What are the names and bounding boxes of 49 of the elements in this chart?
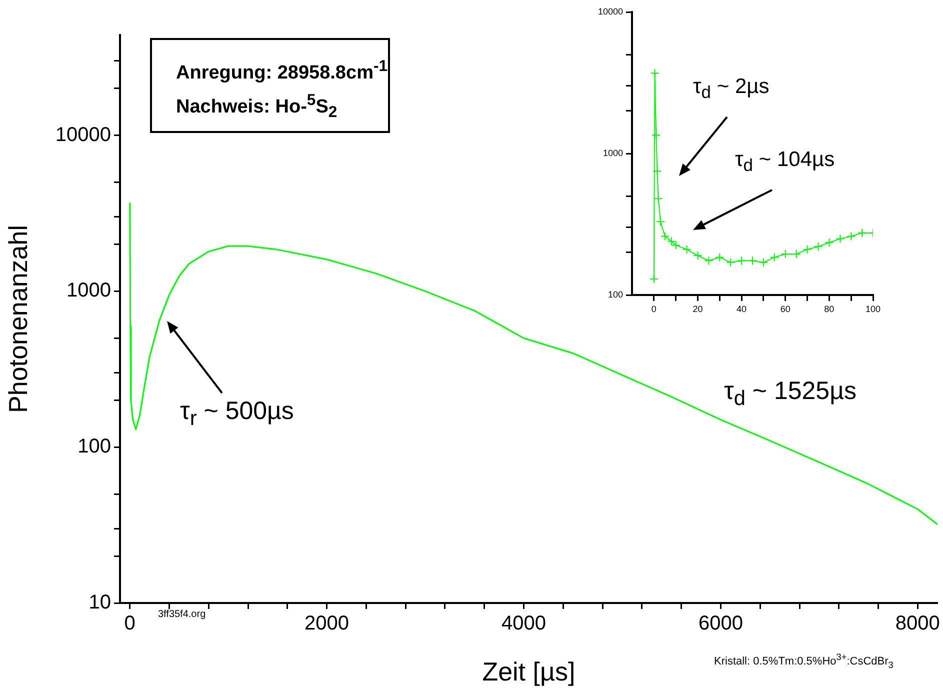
point [649, 274, 658, 284]
x-tick-label: 80 [824, 304, 834, 314]
point [737, 256, 746, 266]
point [682, 244, 692, 254]
y-tick-label: 1000 [66, 280, 111, 302]
point [726, 258, 736, 267]
point [652, 130, 661, 140]
point [824, 238, 834, 247]
point [693, 251, 702, 260]
x-tick-label: 0 [124, 612, 136, 635]
y-tick-label: 100 [78, 436, 111, 458]
x-tick-label: 0 [651, 304, 656, 314]
y-tick-label: 10 [88, 592, 111, 614]
y-tick-label: 1000 [602, 148, 623, 158]
point [656, 217, 665, 226]
x-tick-label: 6000 [698, 612, 743, 635]
point [715, 252, 724, 262]
y-tick-label: 100 [608, 289, 623, 300]
annotation: τ$_{d}$ ~ 2µs [693, 75, 770, 102]
x-tick-label: 40 [736, 304, 747, 314]
x-tick-label: 60 [780, 304, 790, 314]
point [858, 228, 867, 238]
text: Kristall: 0.5%Tm:0.5%Ho$^{3+}$:CsCdBr$_{3}$ [714, 652, 894, 670]
point [770, 252, 779, 262]
point [758, 258, 768, 267]
point [802, 244, 812, 254]
point [704, 256, 714, 266]
point [654, 194, 663, 204]
y-axis-title: Photonenanzahl [2, 225, 33, 413]
x-tick-label: 100 [865, 304, 881, 314]
x-tick-label: 8000 [895, 612, 940, 635]
annotation: τ$_{r}$ ~ 500µs [180, 397, 294, 431]
point [846, 232, 856, 241]
point [814, 242, 823, 252]
x-tick-label: 4000 [502, 612, 546, 635]
y-tick-label: 10000 [55, 124, 111, 146]
point [748, 256, 757, 266]
annotation: τ$_{d}$ ~ 1525µs [724, 377, 856, 411]
point [650, 68, 660, 78]
x-tick-label: 20 [692, 304, 703, 314]
annotation: τ$_{d}$ ~ 104µs [735, 148, 835, 176]
text: 3ff35f4.org [158, 609, 206, 620]
annotation: Anregung: 28958.8cm$^{-1}$ [176, 58, 388, 84]
point [836, 234, 845, 244]
x-axis-title: Zeit [µs] [482, 656, 576, 687]
x-tick-label: 2000 [304, 612, 350, 635]
point [652, 166, 662, 176]
y-tick-label: 10000 [598, 6, 623, 16]
annotation: Nachweis: Ho-$^{5}$S$_{2}$ [176, 92, 338, 122]
